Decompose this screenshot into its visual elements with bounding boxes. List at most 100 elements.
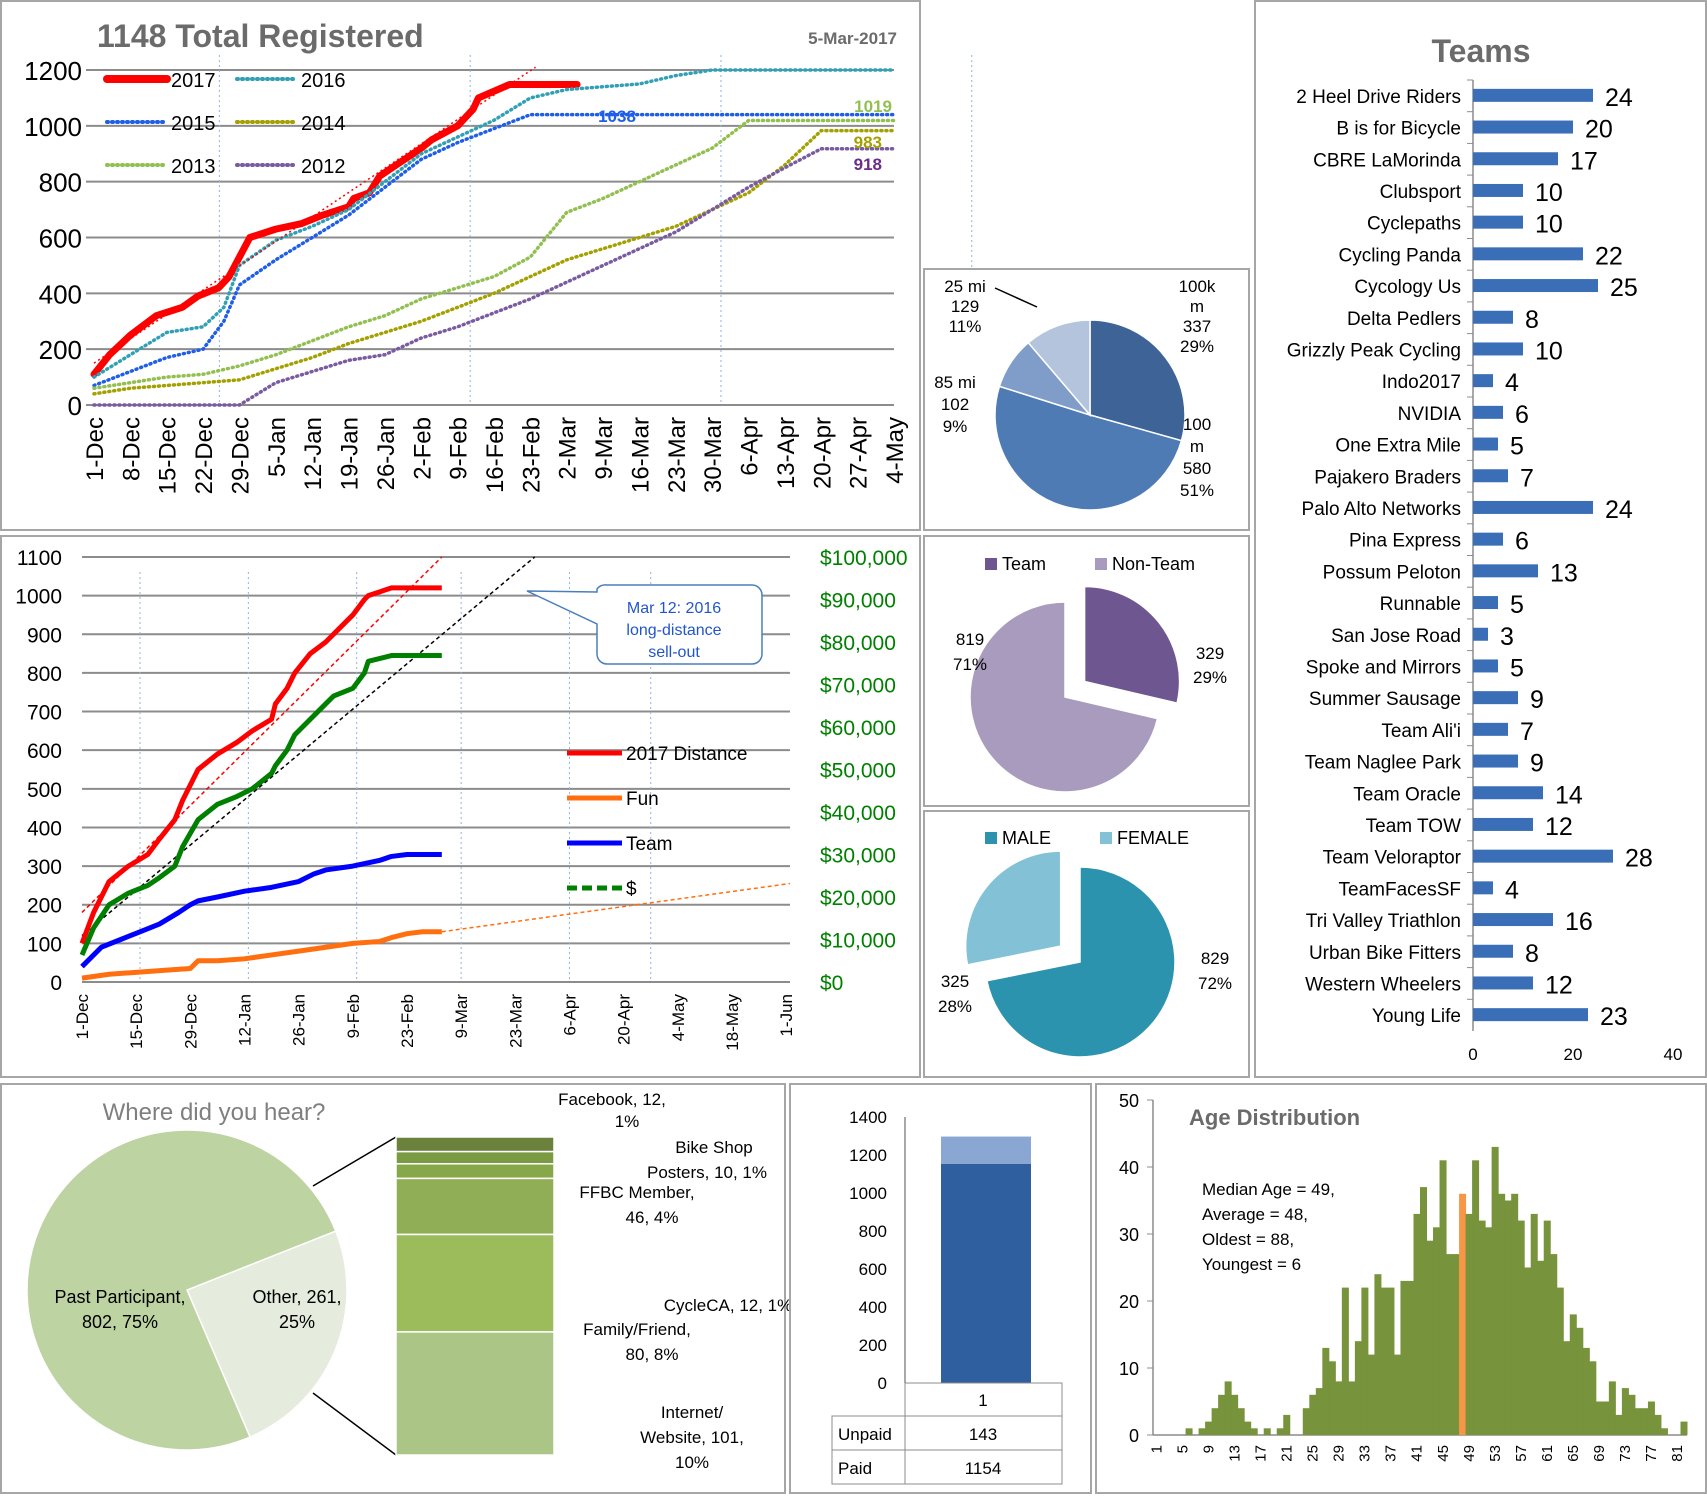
age-bar xyxy=(1641,1408,1649,1435)
x-tick-label: 69 xyxy=(1591,1445,1608,1462)
cumulative-panel: 0 100 200 300 400 500 600 700 800 900 1000 1100 $0 $1… xyxy=(0,535,921,1078)
chart-date: 5-Mar-2017 xyxy=(808,29,897,48)
table-cell xyxy=(904,1449,1063,1485)
slice-label: 102 xyxy=(941,395,969,414)
breakdown-label: CycleCA, 12, 1% xyxy=(664,1296,793,1315)
age-bar xyxy=(1374,1274,1382,1435)
y-tick-label: 400 xyxy=(39,279,82,309)
series-line xyxy=(79,585,442,945)
x-tick-label: 81 xyxy=(1669,1445,1686,1462)
breakdown-label: 1% xyxy=(615,1112,640,1131)
x-tick-label: 2-Mar xyxy=(555,417,582,480)
x-tick-label: 30-Mar xyxy=(700,417,727,493)
x-tick-label: 29-Dec xyxy=(227,417,254,494)
breakdown-segment xyxy=(395,1233,555,1333)
registrations-chart: 1148 Total Registered 5-Mar-2017 0 200 400… xyxy=(24,18,973,494)
team-label: Western Wheelers xyxy=(1305,974,1461,995)
team-label: 2 Heel Drive Riders xyxy=(1296,87,1461,108)
age-bar xyxy=(1205,1421,1213,1435)
age-bar xyxy=(1589,1361,1597,1435)
legend-label: Non-Team xyxy=(1112,554,1195,574)
connector-line xyxy=(312,1136,397,1187)
x-tick-label: 45 xyxy=(1435,1445,1452,1462)
age-bar xyxy=(1250,1428,1258,1435)
age-bar xyxy=(1576,1327,1584,1435)
team-bar xyxy=(1473,215,1523,229)
team-bar xyxy=(1473,627,1488,641)
x-tick-label: 8-Dec xyxy=(118,417,145,481)
y-tick-label: 600 xyxy=(27,740,62,763)
age-bar xyxy=(1341,1287,1349,1435)
legend-label: FEMALE xyxy=(1117,828,1189,848)
team-label: Runnable xyxy=(1380,594,1461,615)
gender-pie-slice xyxy=(964,850,1062,966)
legend-label: Team xyxy=(626,834,672,855)
team-label: B is for Bicycle xyxy=(1336,119,1461,140)
leader-line xyxy=(994,287,1038,308)
age-bar xyxy=(1485,1227,1493,1435)
y-tick-label: 0 xyxy=(1129,1426,1139,1446)
x-tick-label: 17 xyxy=(1252,1445,1269,1462)
where-pie-slice xyxy=(26,1129,337,1451)
legend-label: 2012 xyxy=(301,156,346,178)
y-tick-label: 600 xyxy=(859,1260,887,1279)
team-bar xyxy=(1473,1008,1588,1022)
team-bar xyxy=(1473,976,1533,990)
team-label: Delta Pedlers xyxy=(1347,309,1461,330)
age-chart: Age Distribution 0 10 20 30 40 50 1 5 9 13 17 21 25 2… xyxy=(1119,1091,1688,1462)
team-bar xyxy=(1473,754,1518,768)
y-tick-label: 50 xyxy=(1119,1091,1139,1111)
team-value: 10 xyxy=(1535,179,1563,207)
x-tick-label: 9-Mar xyxy=(452,994,471,1039)
slice-label: 100 xyxy=(1183,415,1211,434)
team-value: 9 xyxy=(1530,686,1544,714)
y-tick-label: 600 xyxy=(39,224,82,254)
team-bar xyxy=(1473,88,1593,102)
team-label: Urban Bike Fitters xyxy=(1309,943,1461,964)
age-bar xyxy=(1478,1220,1486,1435)
age-bar xyxy=(1322,1347,1330,1435)
table-header: 1 xyxy=(978,1391,987,1410)
x-tick-label: 5-Jan xyxy=(264,417,291,477)
series-line xyxy=(80,852,442,969)
team-pie-chart: Team Non-Team 329 29% 819 71% xyxy=(953,554,1227,793)
team-bar xyxy=(1473,913,1553,927)
breakdown-label: Bike Shop xyxy=(675,1138,753,1157)
age-bar xyxy=(1420,1187,1428,1435)
age-bar xyxy=(1413,1213,1421,1435)
legend-label: Team xyxy=(1002,554,1046,574)
team-label: Possum Peloton xyxy=(1323,562,1461,583)
age-bar xyxy=(1315,1388,1323,1435)
payment-panel: 0 200 400 600 800 1000 1200 1400 1 Unpaid 143 Paid 1… xyxy=(789,1083,1092,1494)
x-tick-label: 16-Feb xyxy=(482,417,509,493)
legend-swatch xyxy=(985,558,997,570)
y2-tick-label: $0 xyxy=(820,972,843,995)
x-tick-label: 26-Jan xyxy=(373,417,400,490)
teams-chart: Teams 2 Heel Drive Riders 24 B is for Bicy… xyxy=(1287,33,1683,1064)
team-value: 24 xyxy=(1605,84,1633,112)
gender-pie-panel: MALE FEMALE 829 72% 325 28% xyxy=(923,810,1250,1078)
breakdown-label: Family/Friend, xyxy=(583,1320,691,1339)
team-bar xyxy=(1473,596,1498,610)
age-bar xyxy=(1231,1394,1239,1435)
x-tick-label: 40 xyxy=(1664,1045,1683,1064)
age-bar xyxy=(1406,1280,1414,1435)
team-bar xyxy=(1473,849,1613,863)
y2-tick-label: $30,000 xyxy=(820,845,896,868)
team-bar xyxy=(1473,469,1508,483)
x-tick-label: 23-Feb xyxy=(518,417,545,493)
y2-tick-label: $60,000 xyxy=(820,717,896,740)
team-value: 25 xyxy=(1610,274,1638,302)
y2-tick-label: $70,000 xyxy=(820,675,896,698)
connector-line xyxy=(312,1392,397,1456)
age-bar xyxy=(1582,1347,1590,1435)
team-label: San Jose Road xyxy=(1331,626,1461,647)
age-bar xyxy=(1426,1240,1434,1435)
team-label: Pina Express xyxy=(1349,531,1461,552)
y-tick-label: 0 xyxy=(878,1374,887,1393)
chart-title: Where did you hear? xyxy=(103,1099,326,1126)
team-value: 23 xyxy=(1600,1003,1628,1031)
x-tick-label: 4-May xyxy=(669,994,688,1042)
y-tick-label: 700 xyxy=(27,702,62,725)
legend-swatch xyxy=(1100,832,1112,844)
